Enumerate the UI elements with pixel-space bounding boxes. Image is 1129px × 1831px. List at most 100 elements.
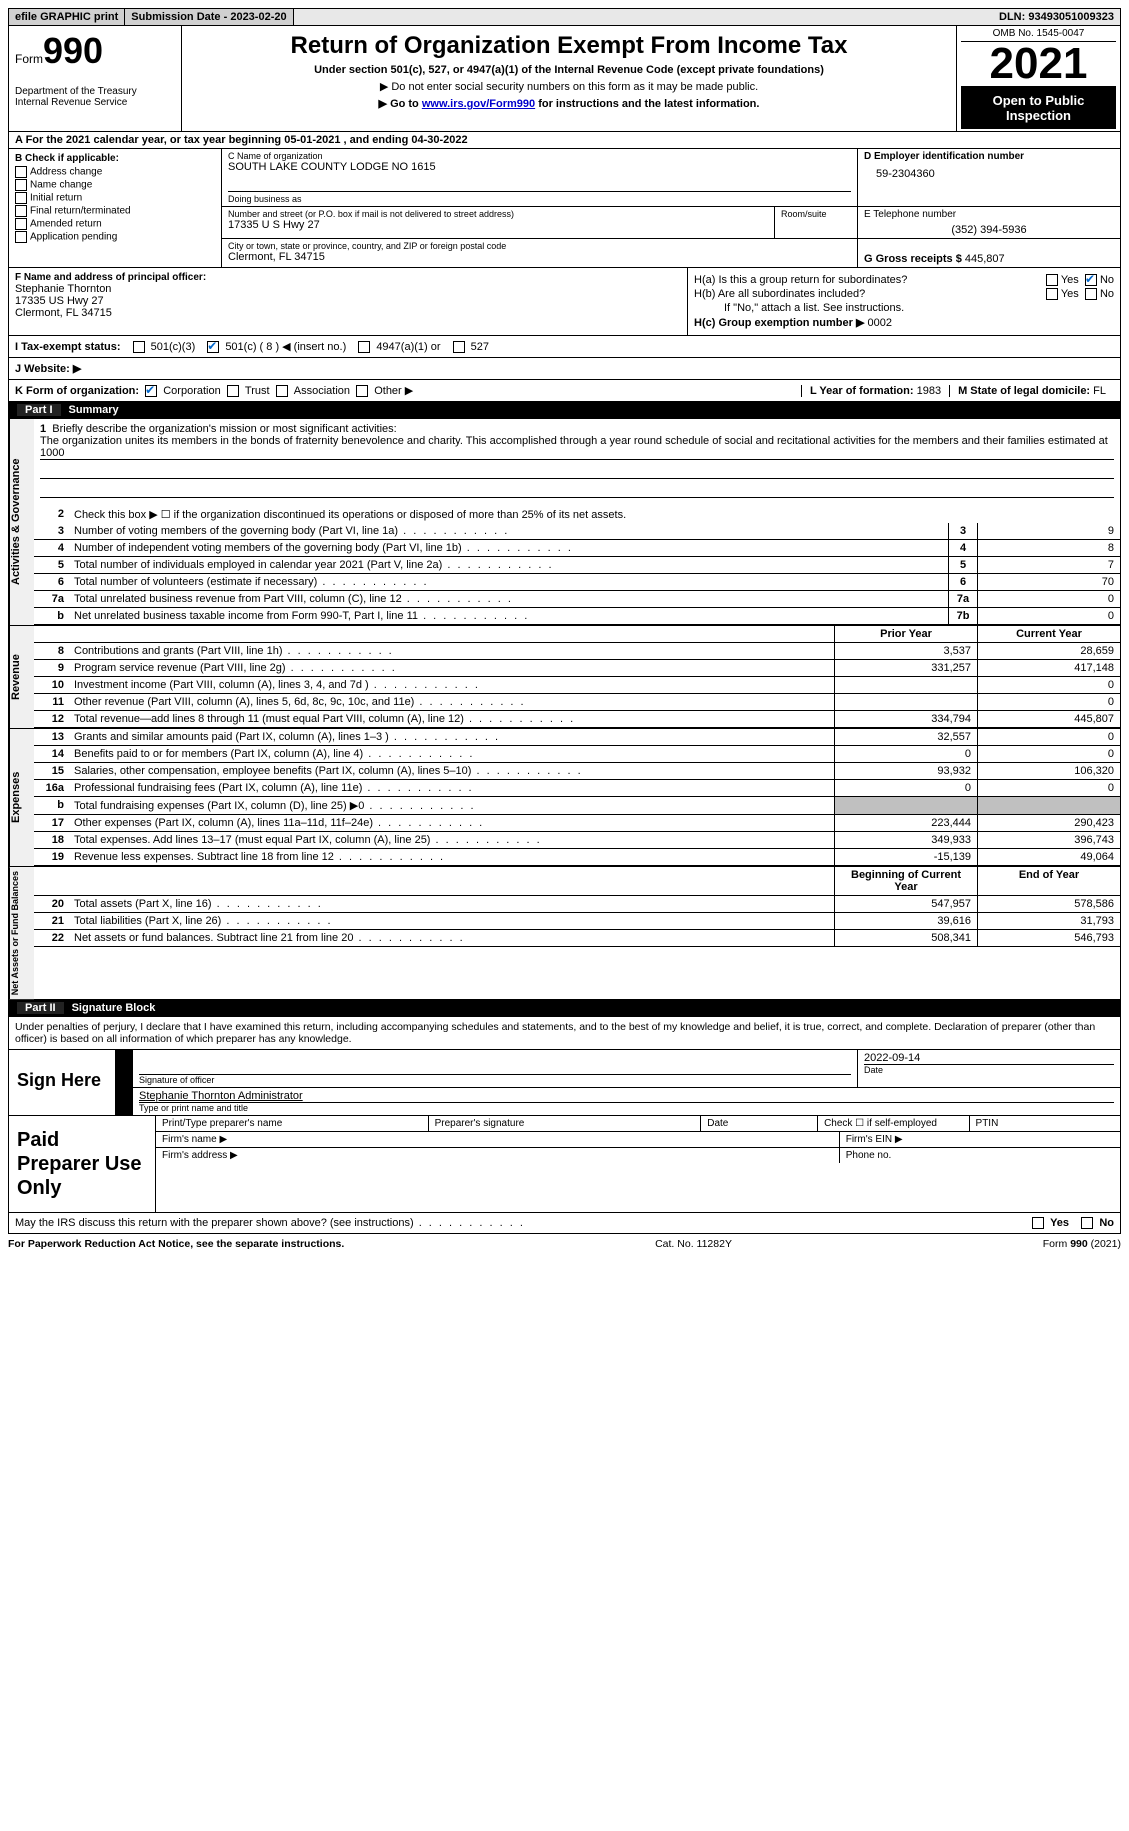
row-k-form-org: K Form of organization: Corporation Trus…: [8, 380, 1121, 402]
efile-print-button[interactable]: efile GRAPHIC print: [9, 9, 125, 25]
firm-phone: Phone no.: [840, 1148, 1120, 1163]
open-to-public: Open to Public Inspection: [961, 87, 1116, 129]
line-18: 18Total expenses. Add lines 13–17 (must …: [34, 832, 1120, 849]
vtab-governance: Activities & Governance: [9, 419, 34, 625]
city-block: City or town, state or province, country…: [222, 239, 858, 267]
chk-other[interactable]: [356, 385, 368, 397]
phone-label: E Telephone number: [864, 209, 1114, 220]
line-19: 19Revenue less expenses. Subtract line 1…: [34, 849, 1120, 866]
discuss-no[interactable]: [1081, 1217, 1093, 1229]
room-suite-label: Room/suite: [775, 207, 857, 238]
header-left: Form990 Department of the Treasury Inter…: [9, 26, 182, 131]
line-2: Check this box ▶ ☐ if the organization d…: [70, 506, 1120, 523]
h-b-note: If "No," attach a list. See instructions…: [694, 302, 1114, 314]
arrow-icon: [116, 1088, 133, 1115]
paperwork-notice: For Paperwork Reduction Act Notice, see …: [8, 1238, 344, 1250]
city-value: Clermont, FL 34715: [228, 251, 851, 263]
gov-line-5: 5Total number of individuals employed in…: [34, 557, 1120, 574]
row-j-website: J Website: ▶: [8, 358, 1121, 380]
line-8: 8Contributions and grants (Part VIII, li…: [34, 643, 1120, 660]
dba-label: Doing business as: [228, 194, 851, 204]
note-url: ▶ Go to www.irs.gov/Form990 for instruct…: [190, 97, 948, 110]
irs-link[interactable]: www.irs.gov/Form990: [422, 98, 535, 110]
gov-line-7a: 7aTotal unrelated business revenue from …: [34, 591, 1120, 608]
line-16a: 16aProfessional fundraising fees (Part I…: [34, 780, 1120, 797]
hb-no[interactable]: [1085, 288, 1097, 300]
chk-amended-return[interactable]: Amended return: [15, 218, 215, 230]
gov-line-3: 3Number of voting members of the governi…: [34, 523, 1120, 540]
top-spacer: [294, 15, 993, 19]
prep-date-hdr: Date: [701, 1116, 818, 1131]
irs-discuss-row: May the IRS discuss this return with the…: [8, 1213, 1121, 1234]
ha-yes[interactable]: [1046, 274, 1058, 286]
chk-527[interactable]: [453, 341, 465, 353]
line-9: 9Program service revenue (Part VIII, lin…: [34, 660, 1120, 677]
chk-association[interactable]: [276, 385, 288, 397]
col-b-checkboxes: B Check if applicable: Address change Na…: [9, 149, 222, 267]
line-17: 17Other expenses (Part IX, column (A), l…: [34, 815, 1120, 832]
chk-4947[interactable]: [358, 341, 370, 353]
chk-address-change[interactable]: Address change: [15, 166, 215, 178]
sign-here-label: Sign Here: [9, 1050, 116, 1115]
form-title: Return of Organization Exempt From Incom…: [190, 32, 948, 60]
group-return-block: H(a) Is this a group return for subordin…: [688, 268, 1120, 335]
firm-name: Firm's name ▶: [156, 1132, 840, 1147]
hb-yes[interactable]: [1046, 288, 1058, 300]
submission-date-btn[interactable]: Submission Date - 2023-02-20: [125, 9, 293, 25]
note-ssn: ▶ Do not enter social security numbers o…: [190, 80, 948, 93]
ha-no[interactable]: [1085, 274, 1097, 286]
header-right: OMB No. 1545-0047 2021 Open to Public In…: [957, 26, 1120, 131]
chk-final-return[interactable]: Final return/terminated: [15, 205, 215, 217]
firm-ein: Firm's EIN ▶: [840, 1132, 1120, 1147]
col-current-year: Current Year: [977, 626, 1120, 642]
sign-here-block: Sign Here Signature of officer 2022-09-1…: [8, 1050, 1121, 1116]
gross-receipts: G Gross receipts $ 445,807: [858, 239, 1120, 267]
org-name-label: C Name of organization: [228, 151, 851, 161]
principal-officer: F Name and address of principal officer:…: [9, 268, 688, 335]
signature-declaration: Under penalties of perjury, I declare th…: [8, 1017, 1121, 1050]
col-b-header: B Check if applicable:: [15, 153, 215, 164]
row-a-period: A For the 2021 calendar year, or tax yea…: [8, 132, 1121, 149]
chk-name-change[interactable]: Name change: [15, 179, 215, 191]
summary-expenses: Expenses 13Grants and similar amounts pa…: [8, 729, 1121, 867]
section-bcd: B Check if applicable: Address change Na…: [8, 149, 1121, 268]
mission-block: 1 Briefly describe the organization's mi…: [34, 419, 1120, 506]
chk-corporation[interactable]: [145, 385, 157, 397]
gov-line-b: bNet unrelated business taxable income f…: [34, 608, 1120, 625]
chk-501c[interactable]: [207, 341, 219, 353]
line-12: 12Total revenue—add lines 8 through 11 (…: [34, 711, 1120, 728]
addr-label: Number and street (or P.O. box if mail i…: [228, 209, 768, 219]
mission-text: The organization unites its members in t…: [40, 435, 1114, 460]
ein-label: D Employer identification number: [864, 151, 1114, 162]
form-ref: Form 990 (2021): [1043, 1238, 1121, 1250]
form-subtitle: Under section 501(c), 527, or 4947(a)(1)…: [190, 64, 948, 76]
phone-block: E Telephone number (352) 394-5936: [858, 207, 1120, 238]
paid-preparer-label: Paid Preparer Use Only: [9, 1116, 156, 1212]
vtab-netassets: Net Assets or Fund Balances: [9, 867, 34, 999]
prep-selfemp: Check ☐ if self-employed: [818, 1116, 969, 1131]
discuss-yes[interactable]: [1032, 1217, 1044, 1229]
prep-sig-hdr: Preparer's signature: [429, 1116, 702, 1131]
chk-trust[interactable]: [227, 385, 239, 397]
top-bar: efile GRAPHIC print Submission Date - 20…: [8, 8, 1121, 26]
gov-line-4: 4Number of independent voting members of…: [34, 540, 1120, 557]
tax-year: 2021: [961, 42, 1116, 87]
form-header: Form990 Department of the Treasury Inter…: [8, 26, 1121, 132]
submission-date-label: Submission Date -: [131, 11, 230, 23]
h-b: H(b) Are all subordinates included? Yes …: [694, 288, 1114, 300]
ein-value: 59-2304360: [876, 168, 1114, 180]
col-end-year: End of Year: [977, 867, 1120, 895]
chk-501c3[interactable]: [133, 341, 145, 353]
line-13: 13Grants and similar amounts paid (Part …: [34, 729, 1120, 746]
firm-address: Firm's address ▶: [156, 1148, 840, 1163]
line-22: 22Net assets or fund balances. Subtract …: [34, 930, 1120, 947]
ein-block: D Employer identification number 59-2304…: [858, 149, 1120, 206]
row-i-tax-status: I Tax-exempt status: 501(c)(3) 501(c) ( …: [8, 336, 1121, 358]
prep-ptin-hdr: PTIN: [970, 1116, 1120, 1131]
addr-value: 17335 U S Hwy 27: [228, 219, 768, 231]
header-center: Return of Organization Exempt From Incom…: [182, 26, 957, 131]
chk-application-pending[interactable]: Application pending: [15, 231, 215, 243]
line-11: 11Other revenue (Part VIII, column (A), …: [34, 694, 1120, 711]
city-label: City or town, state or province, country…: [228, 241, 851, 251]
chk-initial-return[interactable]: Initial return: [15, 192, 215, 204]
